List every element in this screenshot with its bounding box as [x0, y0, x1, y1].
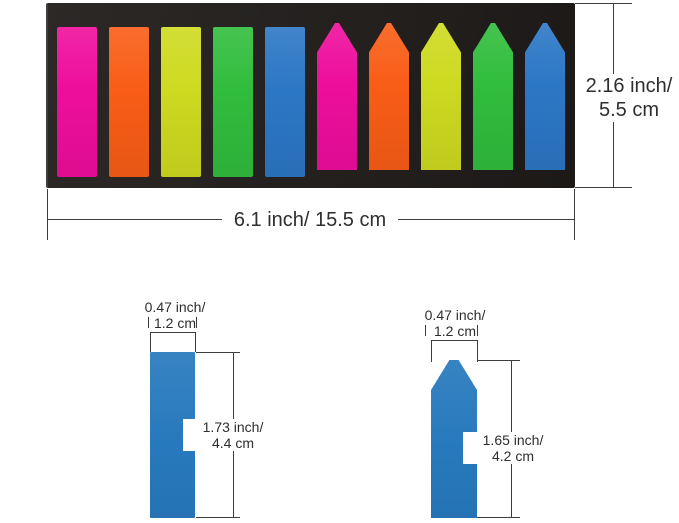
arrow-tab-width-tick-left — [425, 325, 426, 336]
blue-rect-tab — [265, 27, 305, 177]
pad-height-label-inch: 2.16 inch/ — [585, 75, 673, 97]
arrow-tab-width-bracket-leg-right — [477, 340, 478, 362]
yellow-green-arrow-tab — [421, 23, 461, 170]
rect-tab-width-bracket-leg-left — [150, 332, 151, 352]
blue-arrow-tab — [525, 23, 565, 170]
pad-height-tick-top — [575, 3, 632, 4]
pad-height-tick-bottom — [575, 187, 632, 188]
pad-height-label: 2.16 inch/ 5.5 cm — [579, 74, 679, 122]
pad-width-tick-right — [574, 189, 575, 240]
tab-pad — [46, 3, 575, 188]
rect-tab-height-label: 1.73 inch/ 4.4 cm — [183, 419, 283, 451]
pad-width-label: 6.1 inch/ 15.5 cm — [222, 208, 398, 232]
pink-arrow-tab — [317, 23, 357, 170]
arrow-tab-width-tick-right — [477, 325, 478, 336]
pad-width-tick-left — [47, 189, 48, 240]
arrow-tab-width-label: 0.47 inch/ 1.2 cm — [405, 307, 505, 339]
arrow-tab-width-bracket — [431, 340, 478, 341]
arrow-tab-height-tick-bottom — [477, 517, 520, 518]
tab-row — [48, 3, 575, 177]
rect-tab-height-tick-bottom — [196, 517, 240, 518]
rect-tab-width-tick-right — [196, 317, 197, 328]
pink-rect-tab — [57, 27, 97, 177]
arrow-tab-height-tick-top — [477, 360, 520, 361]
yellow-green-rect-tab — [161, 27, 201, 177]
green-rect-tab — [213, 27, 253, 177]
arrow-tab-width-label-inch: 0.47 inch/ — [424, 307, 486, 323]
rect-tab-width-label-cm: 1.2 cm — [153, 315, 196, 331]
arrow-tab-height-label-cm: 4.2 cm — [491, 448, 534, 464]
orange-arrow-tab — [369, 23, 409, 170]
rect-tab-width-bracket-leg-right — [195, 332, 196, 352]
pad-height-label-cm: 5.5 cm — [598, 99, 660, 121]
rect-tab-height-tick-top — [196, 352, 240, 353]
arrow-tab-width-bracket-leg-left — [431, 340, 432, 362]
rect-tab-width-bracket — [150, 332, 196, 333]
arrow-tab-width-label-cm: 1.2 cm — [433, 323, 476, 339]
arrow-tab-height-label: 1.65 inch/ 4.2 cm — [463, 432, 563, 464]
rect-tab-width-tick-left — [148, 317, 149, 328]
rect-tab-height-label-inch: 1.73 inch/ — [202, 419, 264, 435]
rect-tab-height-label-cm: 4.4 cm — [211, 435, 254, 451]
orange-rect-tab — [109, 27, 149, 177]
rect-tab-width-label: 0.47 inch/ 1.2 cm — [125, 299, 225, 331]
rect-tab-width-label-inch: 0.47 inch/ — [144, 299, 206, 315]
green-arrow-tab — [473, 23, 513, 170]
arrow-tab-height-label-inch: 1.65 inch/ — [482, 432, 544, 448]
